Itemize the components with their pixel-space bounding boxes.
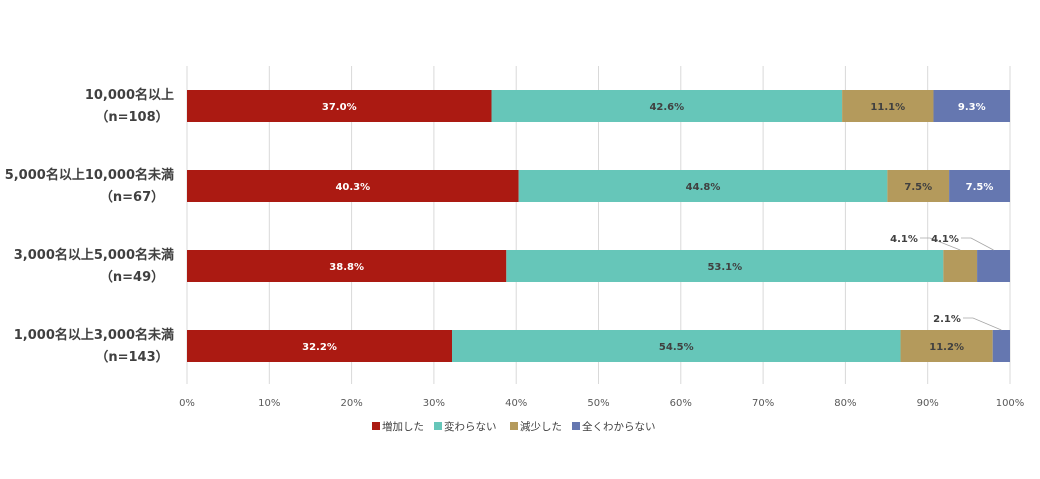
bar-segment xyxy=(187,330,453,362)
category-n-label: （n=143） xyxy=(95,349,168,365)
bar-segment xyxy=(842,90,934,122)
category-label: 10,000名以上 xyxy=(85,87,174,103)
data-label: 11.1% xyxy=(870,102,905,113)
data-label: 37.0% xyxy=(322,102,357,113)
legend-label: 減少した xyxy=(520,420,562,433)
legend-label: 変わらない xyxy=(444,420,497,433)
callout-leader-line xyxy=(961,237,994,251)
bar-segment xyxy=(452,330,901,362)
data-label: 11.2% xyxy=(929,342,964,353)
callout-data-label: 4.1% xyxy=(931,234,959,245)
data-label: 40.3% xyxy=(335,182,370,193)
category-n-label: （n=108） xyxy=(95,109,168,125)
category-label: 1,000名以上3,000名未満 xyxy=(14,327,174,343)
x-tick-label: 20% xyxy=(340,398,362,409)
callout-leader-line xyxy=(963,317,1002,331)
category-label: 5,000名以上10,000名未満 xyxy=(5,167,174,183)
x-tick-label: 50% xyxy=(587,398,609,409)
x-tick-label: 40% xyxy=(505,398,527,409)
bar-segment xyxy=(491,90,843,122)
data-label: 54.5% xyxy=(659,342,694,353)
legend-swatch xyxy=(434,422,442,430)
legend-swatch xyxy=(510,422,518,430)
bar-segment xyxy=(518,170,888,202)
bar-segment xyxy=(887,170,950,202)
bar-segment xyxy=(900,330,993,362)
category-n-label: （n=67） xyxy=(100,189,164,205)
x-tick-label: 10% xyxy=(258,398,280,409)
callout-leader-line xyxy=(920,237,961,251)
bar-segment xyxy=(992,330,1010,362)
bar-segment xyxy=(949,170,1010,202)
data-label: 42.6% xyxy=(649,102,684,113)
legend-swatch xyxy=(372,422,380,430)
x-tick-label: 70% xyxy=(752,398,774,409)
bar-segment xyxy=(977,250,1010,282)
data-label: 32.2% xyxy=(302,342,337,353)
bar-segment xyxy=(187,250,507,282)
legend-swatch xyxy=(572,422,580,430)
callout-data-label: 2.1% xyxy=(933,314,961,325)
category-n-label: （n=49） xyxy=(100,269,164,285)
data-label: 7.5% xyxy=(904,182,932,193)
x-tick-label: 100% xyxy=(996,398,1025,409)
data-label: 44.8% xyxy=(686,182,721,193)
bar-segment xyxy=(187,170,519,202)
x-tick-label: 60% xyxy=(670,398,692,409)
data-label: 7.5% xyxy=(966,182,994,193)
x-tick-label: 80% xyxy=(834,398,856,409)
data-label: 38.8% xyxy=(329,262,364,273)
data-label: 9.3% xyxy=(958,102,986,113)
category-label: 3,000名以上5,000名未満 xyxy=(14,247,174,263)
legend-label: 増加した xyxy=(382,420,424,433)
callout-data-label: 4.1% xyxy=(890,234,918,245)
bar-segment xyxy=(187,90,492,122)
data-label: 53.1% xyxy=(707,262,742,273)
x-tick-label: 30% xyxy=(423,398,445,409)
bar-segment xyxy=(506,250,944,282)
bar-segment xyxy=(943,250,978,282)
bar-segment xyxy=(933,90,1010,122)
legend-label: 全くわからない xyxy=(582,420,656,433)
x-tick-label: 90% xyxy=(917,398,939,409)
x-tick-label: 0% xyxy=(179,398,195,409)
